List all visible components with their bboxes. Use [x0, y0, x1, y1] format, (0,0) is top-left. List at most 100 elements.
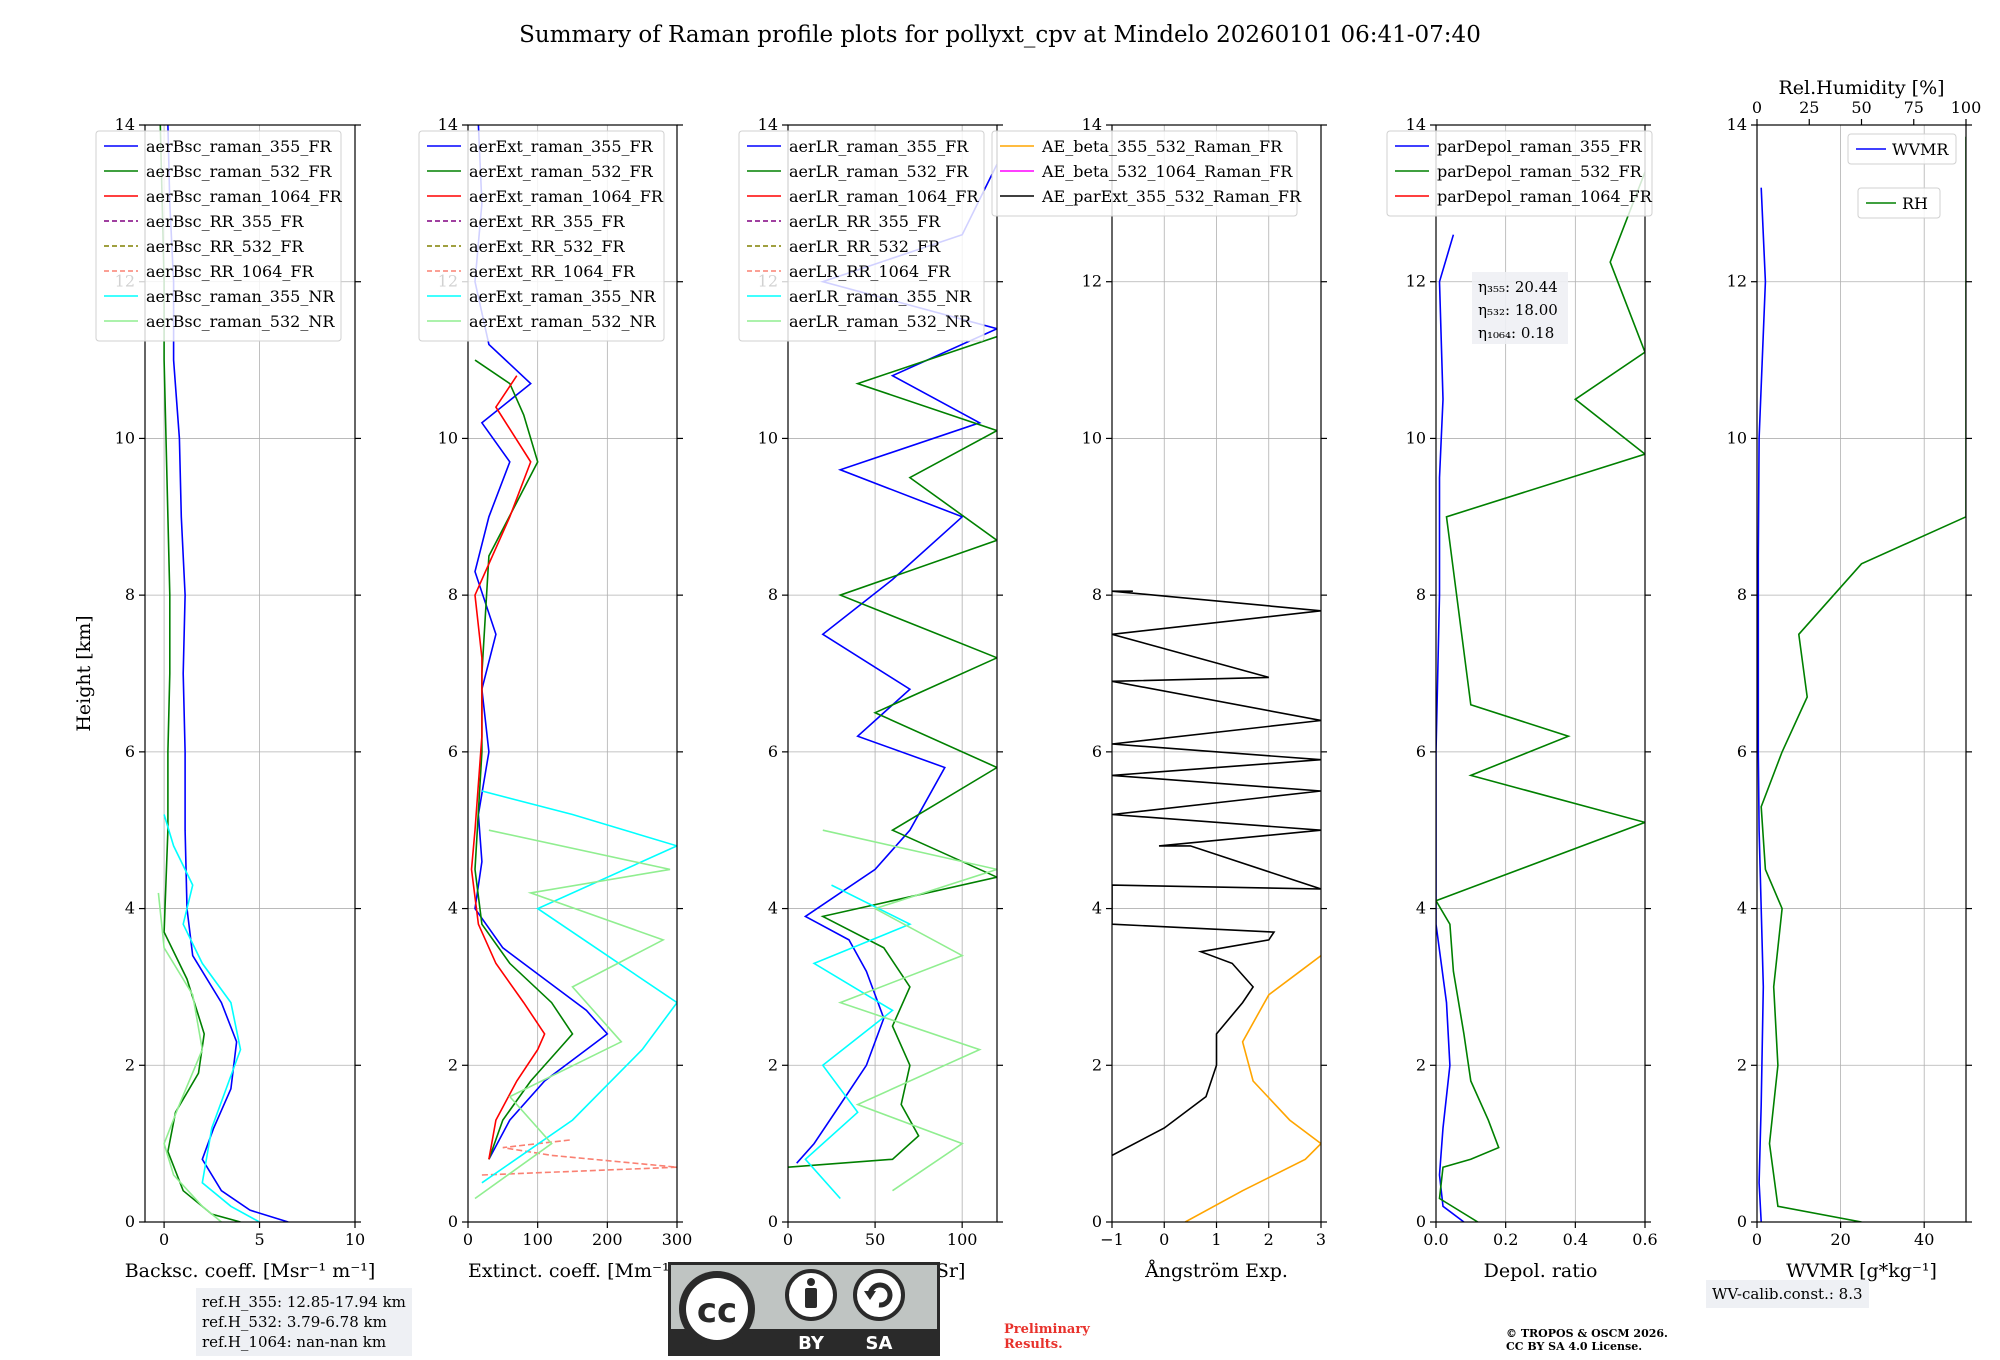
series-aerBsc_raman_355_FR — [167, 125, 289, 1222]
x-tick-label: 1 — [1211, 1230, 1221, 1249]
legend-label: aerExt_RR_532_FR — [469, 237, 626, 256]
series-AE_beta_355_532_Raman_FR — [1184, 954, 1321, 1222]
x2-tick-label: 25 — [1799, 98, 1819, 117]
x-axis-label: Ångström Exp. — [1144, 1260, 1288, 1282]
y-tick-label: 8 — [448, 585, 458, 604]
series-aerBsc_raman_355_NR — [163, 814, 260, 1222]
y-tick-label: 10 — [1406, 428, 1426, 447]
plot-frame — [787, 124, 998, 1223]
x-tick-label: 100 — [947, 1230, 978, 1249]
plot-frame — [1756, 124, 1967, 1223]
legend-box — [738, 130, 985, 342]
x-tick-label: 50 — [865, 1230, 885, 1249]
legend-label: aerExt_raman_532_FR — [469, 162, 654, 181]
series-RH — [1760, 136, 1966, 1222]
y-tick-label: 8 — [768, 585, 778, 604]
copyright-line-1: © TROPOS & OSCM 2026. — [1506, 1327, 1668, 1340]
series-aerExt_raman_1064_FR — [470, 375, 546, 1160]
series-aerBsc_raman_532_FR — [159, 125, 241, 1222]
series-aerExt_raman_532_FR — [474, 359, 574, 1160]
legend-label: AE_beta_532_1064_Raman_FR — [1041, 162, 1293, 181]
preliminary-note: Preliminary Results. — [1004, 1322, 1090, 1352]
legend-label: aerBsc_raman_532_FR — [146, 162, 332, 181]
legend-label: aerBsc_raman_355_NR — [146, 287, 335, 306]
wv-calib-text: WV-calib.const.: 8.3 — [1712, 1285, 1863, 1303]
y-tick-label: 4 — [448, 899, 458, 918]
y-tick-label: 8 — [125, 585, 135, 604]
legend-label: aerBsc_raman_1064_FR — [146, 187, 343, 206]
y-tick-label: 8 — [1092, 585, 1102, 604]
y-axis-label: Height [km] — [73, 615, 95, 731]
series-aerBsc_raman_532_NR — [157, 892, 222, 1222]
legend-label: parDepol_raman_1064_FR — [1437, 187, 1653, 206]
x-tick-label: 0 — [463, 1230, 473, 1249]
eta-value: η₅₃₂: 18.00 — [1478, 301, 1558, 319]
x-axis-label: WVMR [g*kg⁻¹] — [1786, 1260, 1937, 1282]
x2-tick-label: 50 — [1851, 98, 1871, 117]
chart-depol: 0 2 4 6 8 10 12 14 0.0 0.2 0.4 0.6 Depol. ratio parDe… — [1386, 115, 1658, 1282]
legend-label: parDepol_raman_532_FR — [1437, 162, 1643, 181]
y-tick-label: 8 — [1737, 585, 1747, 604]
y-tick-label: 12 — [1082, 272, 1102, 291]
y-tick-label: 4 — [1416, 899, 1426, 918]
by-label: BY — [798, 1333, 825, 1353]
series-AE_parExt_355_532_Raman_FR — [1112, 590, 1321, 1157]
preliminary-line-2: Results. — [1004, 1337, 1063, 1352]
x2-tick-label: 0 — [1752, 98, 1762, 117]
refh-1064: ref.H_1064: nan-nan km — [202, 1333, 387, 1351]
y-tick-label: 12 — [1406, 272, 1426, 291]
x2-axis-label: Rel.Humidity [%] — [1778, 77, 1944, 99]
x-tick-label: −1 — [1100, 1230, 1124, 1249]
y-tick-label: 0 — [1092, 1212, 1102, 1231]
legend-label: WVMR — [1892, 140, 1949, 159]
series-aerLR_raman_355_NR — [804, 884, 912, 1200]
legend: WVMR RH — [1847, 133, 1957, 219]
x-tick-label: 0.2 — [1493, 1230, 1518, 1249]
series-WVMR — [1757, 187, 1767, 1222]
x-tick-label: 200 — [592, 1230, 623, 1249]
eta-box — [1472, 272, 1568, 344]
legend-label: RH — [1902, 194, 1928, 213]
legend-label: aerBsc_raman_355_FR — [146, 137, 332, 156]
series-group — [1436, 171, 1645, 1222]
chart-wv: 0 2 4 6 8 10 12 14 0 20 40 WVMR [g*kg⁻¹] 0 25 50 75 100 R… — [1727, 77, 1982, 1282]
legend-box — [1857, 187, 1941, 219]
refh-532: ref.H_532: 3.79-6.78 km — [202, 1313, 387, 1331]
legend-box — [1386, 130, 1653, 217]
y-tick-label: 10 — [758, 428, 778, 447]
legend-box — [418, 130, 665, 342]
legend-label: aerExt_RR_1064_FR — [469, 262, 636, 281]
legend-label: aerBsc_RR_1064_FR — [146, 262, 315, 281]
y-tick-label: 14 — [438, 115, 458, 134]
legend-label: aerLR_RR_532_FR — [789, 237, 941, 256]
legend-label: parDepol_raman_355_FR — [1437, 137, 1643, 156]
series-aerExt_RR_1064_FR — [481, 1138, 677, 1176]
y-tick-label: 10 — [1727, 428, 1747, 447]
legend-label: AE_beta_355_532_Raman_FR — [1041, 137, 1283, 156]
y-tick-label: 4 — [1737, 899, 1747, 918]
x-tick-label: 2 — [1264, 1230, 1274, 1249]
series-aerExt_raman_355_NR — [481, 790, 677, 1184]
legend-label: aerLR_raman_355_FR — [789, 137, 969, 156]
x-tick-label: 3 — [1316, 1230, 1326, 1249]
legend-label: aerLR_RR_355_FR — [789, 212, 941, 231]
series-group — [470, 125, 677, 1200]
x-tick-label: 0 — [1159, 1230, 1169, 1249]
y-tick-label: 4 — [1092, 899, 1102, 918]
cc-badge-graphic: cc BY SA — [671, 1269, 937, 1354]
preliminary-line-1: Preliminary — [1004, 1322, 1090, 1337]
x-axis-label: Extinct. coeff. [Mm⁻¹] — [468, 1260, 677, 1282]
legend-label: aerBsc_RR_532_FR — [146, 237, 304, 256]
y-tick-label: 14 — [1082, 115, 1102, 134]
y-tick-label: 2 — [125, 1055, 135, 1074]
legend-box — [991, 130, 1298, 217]
reference-height-box: ref.H_355: 12.85-17.94 km ref.H_532: 3.7… — [196, 1288, 412, 1356]
refh-355: ref.H_355: 12.85-17.94 km — [202, 1293, 406, 1311]
legend-label: aerBsc_raman_532_NR — [146, 312, 335, 331]
y-tick-label: 0 — [1416, 1212, 1426, 1231]
wv-calib-box: WV-calib.const.: 8.3 — [1706, 1280, 1869, 1308]
y-tick-label: 6 — [125, 742, 135, 761]
share-alike-icon — [853, 1269, 905, 1321]
y-tick-label: 6 — [1737, 742, 1747, 761]
y-tick-label: 2 — [1416, 1055, 1426, 1074]
